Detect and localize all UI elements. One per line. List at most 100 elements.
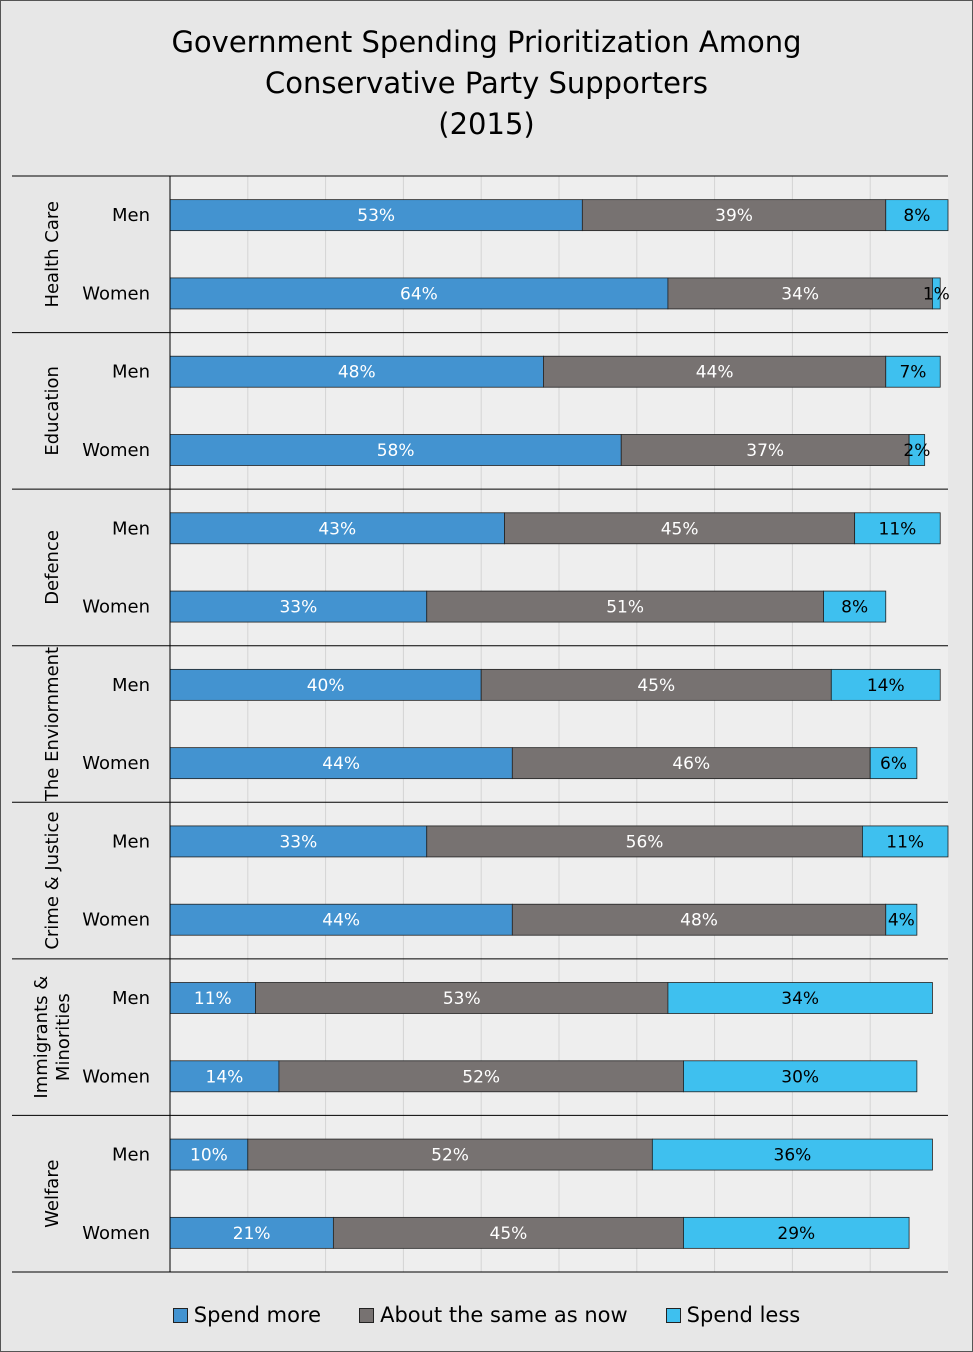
bar-the-enviornment-women-spend-more bbox=[169, 747, 513, 780]
data-label: 14% bbox=[867, 676, 905, 696]
bar-immigrants-and-minorities-men-spend-more bbox=[169, 982, 256, 1014]
group-label-welfare: Welfare bbox=[42, 1160, 63, 1228]
data-label: 52% bbox=[462, 1067, 500, 1087]
data-label: 48% bbox=[680, 911, 718, 931]
row-label-women: Women bbox=[82, 910, 150, 931]
group-label-health-care: Health Care bbox=[42, 201, 63, 308]
group-label-defence: Defence bbox=[42, 530, 63, 605]
bar-education-men-about-the-same-as-now bbox=[543, 355, 887, 388]
legend-swatch-about-same bbox=[359, 1307, 375, 1323]
bar-welfare-men-about-the-same-as-now bbox=[247, 1138, 653, 1171]
bar-defence-men-spend-less bbox=[854, 512, 941, 545]
data-label: 2% bbox=[903, 441, 930, 461]
data-label: 6% bbox=[880, 754, 907, 774]
bar-crime-and-justice-men-spend-more bbox=[169, 825, 428, 858]
bar-welfare-men-spend-more bbox=[169, 1138, 249, 1171]
data-label: 29% bbox=[777, 1224, 815, 1244]
bar-defence-women-spend-more bbox=[169, 590, 428, 623]
bar-the-enviornment-women-spend-less bbox=[869, 747, 918, 780]
bar-immigrants-and-minorities-women-spend-less bbox=[683, 1060, 918, 1093]
bar-immigrants-and-minorities-men-spend-less bbox=[667, 982, 933, 1014]
bar-defence-men-about-the-same-as-now bbox=[504, 512, 856, 545]
data-label: 21% bbox=[233, 1224, 271, 1244]
row-label-women: Women bbox=[82, 1066, 150, 1087]
data-label: 53% bbox=[443, 989, 481, 1009]
bar-crime-and-justice-women-spend-less bbox=[885, 903, 918, 936]
title-line-1: Government Spending Prioritization Among bbox=[171, 25, 802, 59]
data-label: 39% bbox=[715, 206, 753, 226]
group-label-education: Education bbox=[42, 366, 63, 456]
data-label: 34% bbox=[781, 989, 819, 1009]
bar-the-enviornment-men-spend-less bbox=[830, 668, 941, 701]
data-label: 33% bbox=[279, 598, 317, 618]
legend-label-about-same: About the same as now bbox=[380, 1303, 628, 1327]
row-label-women: Women bbox=[82, 753, 150, 774]
data-label: 58% bbox=[377, 441, 415, 461]
data-label: 51% bbox=[606, 598, 644, 618]
data-label: 53% bbox=[357, 206, 395, 226]
data-label: 45% bbox=[637, 676, 675, 696]
data-label: 8% bbox=[903, 206, 930, 226]
data-label: 1% bbox=[923, 284, 950, 304]
group-label-crime-and-justice: Crime & Justice bbox=[42, 811, 63, 949]
title-line-3: (2015) bbox=[438, 107, 535, 141]
data-label: 45% bbox=[661, 519, 699, 539]
bar-welfare-men-spend-less bbox=[651, 1138, 933, 1171]
bar-crime-and-justice-men-spend-less bbox=[862, 825, 949, 858]
data-label: 14% bbox=[206, 1067, 244, 1087]
bar-the-enviornment-women-about-the-same-as-now bbox=[511, 747, 871, 780]
data-label: 4% bbox=[888, 911, 915, 931]
data-label: 37% bbox=[746, 441, 784, 461]
row-label-men: Men bbox=[112, 675, 150, 696]
row-label-men: Men bbox=[112, 1145, 150, 1166]
bar-crime-and-justice-men-about-the-same-as-now bbox=[426, 825, 863, 858]
bar-education-women-about-the-same-as-now bbox=[620, 434, 910, 466]
bar-health-care-men-spend-less bbox=[885, 199, 949, 232]
legend-item-about-same: About the same as now bbox=[359, 1303, 628, 1327]
legend-label-spend-less: Spend less bbox=[686, 1303, 801, 1327]
data-label: 11% bbox=[879, 519, 917, 539]
bar-welfare-women-spend-more bbox=[169, 1216, 334, 1249]
legend-swatch-spend-less bbox=[665, 1307, 681, 1323]
bar-welfare-women-about-the-same-as-now bbox=[332, 1216, 684, 1249]
data-label: 52% bbox=[431, 1146, 469, 1166]
legend-label-spend-more: Spend more bbox=[193, 1303, 322, 1327]
data-label: 46% bbox=[672, 754, 710, 774]
bar-defence-women-about-the-same-as-now bbox=[426, 590, 824, 623]
data-label: 44% bbox=[322, 911, 360, 931]
row-label-men: Men bbox=[112, 988, 150, 1009]
data-label: 48% bbox=[338, 363, 376, 383]
row-label-women: Women bbox=[82, 440, 150, 461]
data-label: 36% bbox=[774, 1146, 812, 1166]
bar-defence-women-spend-less bbox=[823, 590, 887, 623]
data-label: 11% bbox=[194, 989, 232, 1009]
bar-education-men-spend-more bbox=[169, 355, 544, 388]
row-label-women: Women bbox=[82, 1223, 150, 1244]
bar-health-care-women-spend-more bbox=[169, 277, 669, 310]
row-label-women: Women bbox=[82, 283, 150, 304]
bar-immigrants-and-minorities-women-about-the-same-as-now bbox=[278, 1060, 684, 1093]
data-label: 11% bbox=[886, 832, 924, 852]
bar-health-care-men-about-the-same-as-now bbox=[581, 199, 887, 232]
data-label: 34% bbox=[781, 284, 819, 304]
chart-title: Government Spending Prioritization Among… bbox=[0, 22, 973, 145]
row-label-men: Men bbox=[112, 205, 150, 226]
data-label: 45% bbox=[490, 1224, 528, 1244]
data-label: 30% bbox=[781, 1067, 819, 1087]
legend-item-spend-less: Spend less bbox=[665, 1303, 801, 1327]
data-label: 56% bbox=[626, 832, 664, 852]
bar-health-care-women-about-the-same-as-now bbox=[667, 277, 933, 310]
bar-immigrants-and-minorities-men-about-the-same-as-now bbox=[255, 982, 669, 1014]
data-label: 64% bbox=[400, 284, 438, 304]
row-label-women: Women bbox=[82, 597, 150, 618]
row-label-men: Men bbox=[112, 831, 150, 852]
bar-immigrants-and-minorities-women-spend-more bbox=[169, 1060, 280, 1093]
data-label: 10% bbox=[190, 1146, 228, 1166]
group-label-immigrants-and-minorities: Minorities bbox=[53, 993, 74, 1081]
data-label: 7% bbox=[899, 363, 926, 383]
bar-education-men-spend-less bbox=[885, 355, 941, 388]
legend-swatch-spend-more bbox=[172, 1307, 188, 1323]
data-label: 8% bbox=[841, 598, 868, 618]
bar-welfare-women-spend-less bbox=[683, 1216, 910, 1249]
data-label: 44% bbox=[696, 363, 734, 383]
